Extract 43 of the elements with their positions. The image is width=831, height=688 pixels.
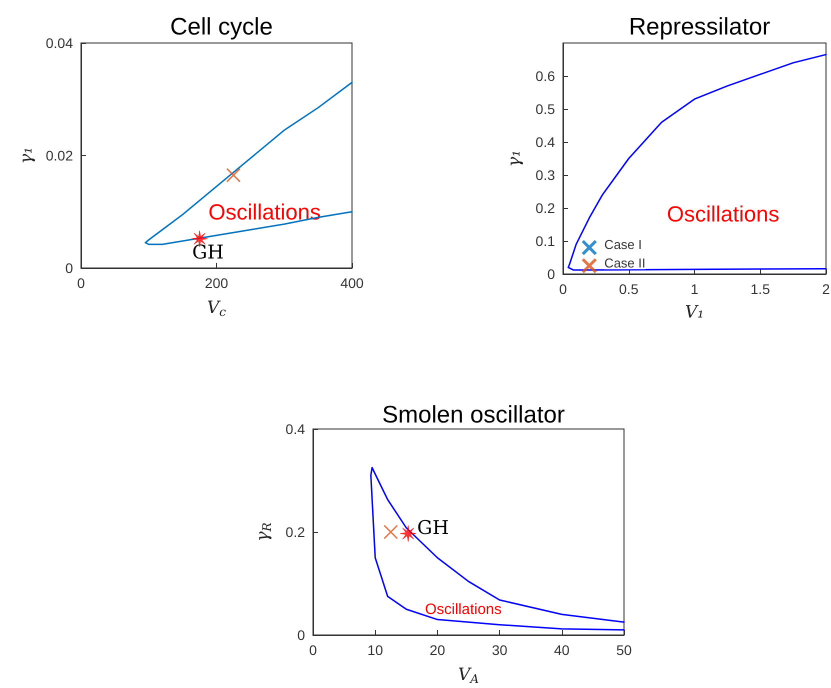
- y-tick-label: 0: [297, 627, 306, 643]
- x-tick-label: 2: [822, 281, 830, 297]
- annotation: Oscillations: [666, 201, 780, 226]
- y-tick-label: 0.2: [536, 200, 556, 216]
- x-tick-label: 0.5: [619, 281, 639, 297]
- line-series: [144, 82, 353, 246]
- x-tick-label: 400: [340, 275, 364, 291]
- x-tick-label: 200: [204, 275, 228, 291]
- series-label: Case II: [604, 255, 646, 270]
- x-axis-title: V₁: [684, 302, 704, 322]
- x-tick-label: 20: [430, 642, 446, 658]
- annotation: GH: [417, 516, 449, 539]
- x-tick-label: 1: [690, 281, 699, 297]
- chart-title: Smolen oscillator: [382, 402, 565, 428]
- series-label: Case I: [604, 237, 642, 252]
- x-tick-label: 0: [309, 642, 318, 658]
- y-tick-label: 0.1: [536, 233, 556, 249]
- x-tick-label: 10: [367, 642, 384, 658]
- y-tick-label: 0.2: [286, 524, 306, 540]
- y-tick-label: 0.5: [536, 101, 556, 117]
- y-tick-label: 0.3: [536, 167, 556, 183]
- chart-title: Cell cycle: [170, 14, 273, 40]
- y-tick-label: 0: [65, 260, 74, 276]
- y-axis-title: γ₁: [16, 147, 36, 164]
- y-tick-label: 0.4: [536, 134, 556, 150]
- x-tick-label: 40: [554, 642, 570, 658]
- y-tick-label: 0.02: [46, 148, 74, 164]
- chart-title: Repressilator: [628, 14, 770, 40]
- x-tick-label: 1.5: [750, 281, 770, 297]
- annotation: Oscillations: [424, 600, 502, 618]
- y-axis-title: γ₁: [504, 150, 524, 167]
- y-tick-label: 0.6: [536, 68, 556, 84]
- annotation: Oscillations: [208, 199, 321, 224]
- x-tick-label: 0: [77, 275, 86, 291]
- line-series: [370, 466, 625, 631]
- y-axis-title: γR: [253, 522, 274, 542]
- y-tick-label: 0.4: [286, 421, 306, 437]
- x-tick-label: 30: [492, 642, 508, 658]
- x-tick-label: 50: [616, 642, 632, 658]
- annotation: GH: [192, 241, 224, 264]
- y-tick-label: 0.04: [46, 35, 74, 51]
- x-tick-label: 0: [559, 281, 568, 297]
- line-series: [568, 54, 827, 271]
